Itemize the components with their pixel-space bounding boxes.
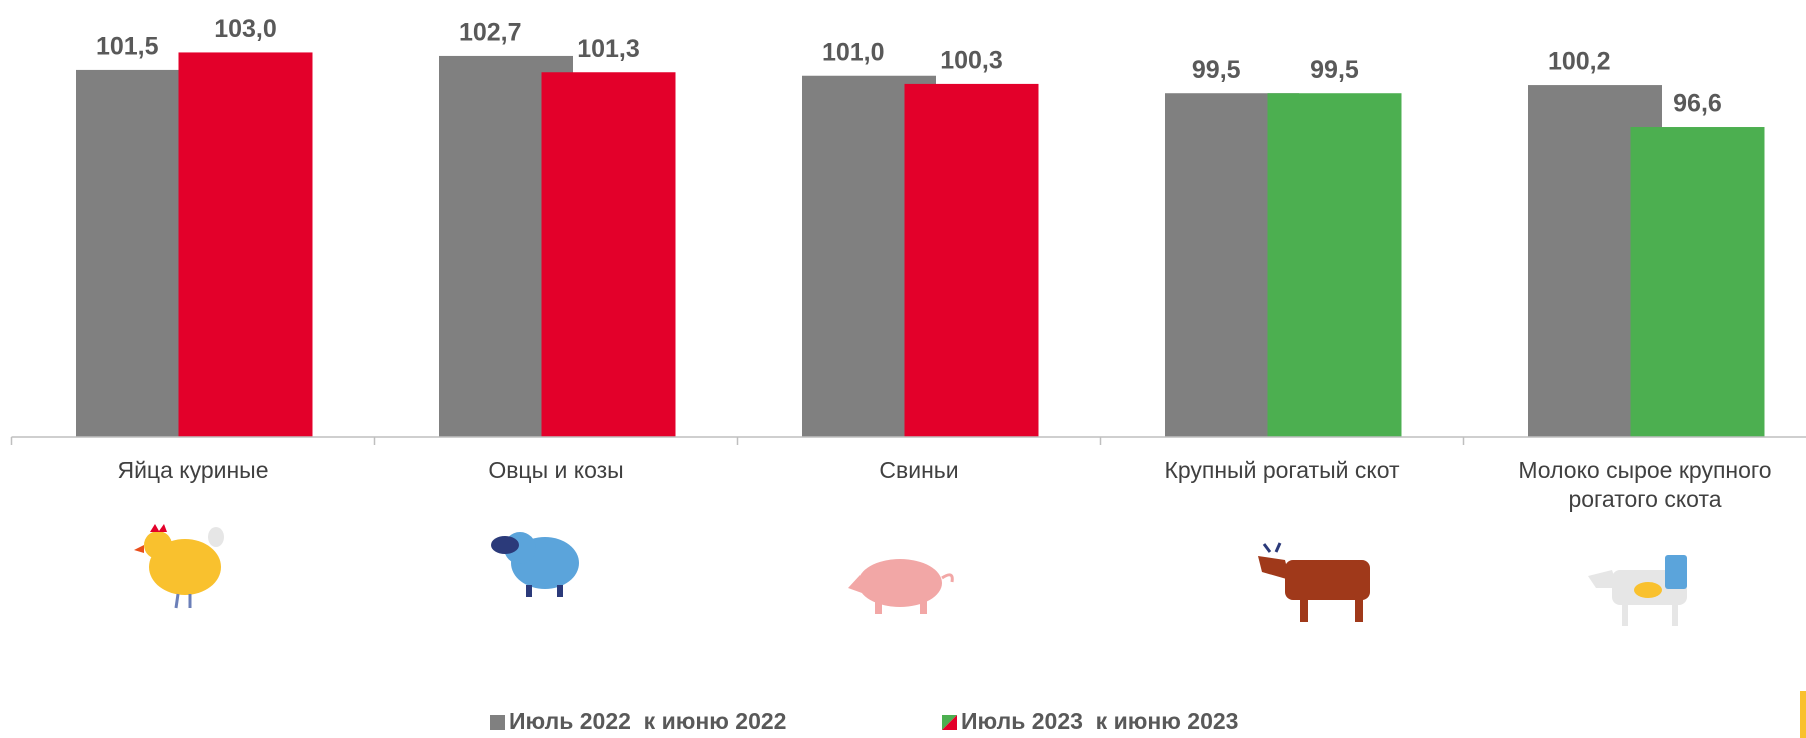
legend-label: Июль 2022 к июню 2022 <box>509 708 786 734</box>
value-label: 99,5 <box>1310 56 1359 84</box>
category-label: Свиньи <box>879 457 959 483</box>
pig-icon <box>848 559 954 614</box>
value-label: 100,2 <box>1548 48 1611 76</box>
value-label: 102,7 <box>459 19 522 47</box>
bar <box>1630 127 1765 437</box>
category-label: Яйца куриные <box>117 457 269 483</box>
milk-cow-icon <box>1588 555 1687 626</box>
legend-label: Июль 2023 к июню 2023 <box>961 708 1238 734</box>
bar <box>904 83 1039 438</box>
cow-icon <box>1258 542 1370 622</box>
value-label: 96,6 <box>1673 90 1722 118</box>
value-label: 99,5 <box>1192 56 1241 84</box>
sheep-icon <box>491 532 579 597</box>
category-label: Овцы и козы <box>488 457 624 483</box>
legend-swatch <box>490 715 505 730</box>
corner-strip <box>1800 691 1806 738</box>
chicken-icon <box>134 524 224 609</box>
value-label: 101,0 <box>822 38 885 66</box>
bar <box>1267 93 1402 437</box>
category-label: Крупный рогатый скот <box>1164 457 1400 483</box>
value-label: 103,0 <box>214 15 277 43</box>
legend-swatch <box>942 715 957 730</box>
value-label: 100,3 <box>940 47 1003 75</box>
value-label: 101,5 <box>96 33 159 61</box>
bar <box>178 52 313 437</box>
bar <box>541 72 676 437</box>
value-label: 101,3 <box>577 35 640 63</box>
category-label: Молоко сырое крупного рогатого скота <box>1518 457 1772 512</box>
